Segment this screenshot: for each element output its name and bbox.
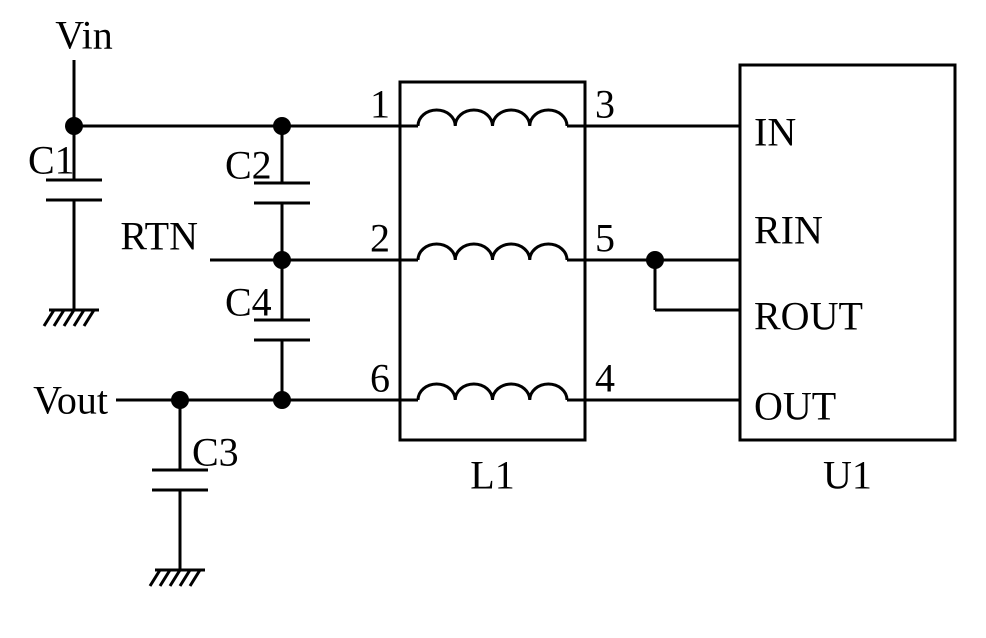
label-c1: C1 — [28, 138, 75, 183]
label-u1-in: IN — [754, 110, 796, 155]
label-u1: U1 — [823, 453, 872, 498]
label-c3: C3 — [192, 430, 239, 475]
label-pin5: 5 — [595, 216, 615, 261]
label-vout: Vout — [33, 378, 108, 423]
node-bot-c3 — [171, 391, 189, 409]
node-mid-branch — [646, 251, 664, 269]
node-bot-c4 — [273, 391, 291, 409]
label-u1-rout: ROUT — [754, 294, 863, 339]
label-pin1: 1 — [370, 82, 390, 127]
coil-mid — [418, 244, 567, 260]
label-c2: C2 — [225, 143, 272, 188]
node-mid-rtn — [273, 251, 291, 269]
ground-c3 — [150, 570, 205, 586]
label-u1-out: OUT — [754, 384, 836, 429]
label-l1: L1 — [470, 453, 514, 498]
coil-top — [418, 110, 567, 126]
circuit-schematic: Vin C1 C2 C4 C3 RTN Vout 1 2 6 3 5 4 L1 U1 IN RIN ROUT OUT — [0, 0, 986, 638]
capacitor-c3 — [152, 400, 208, 570]
ground-c1 — [44, 310, 99, 326]
label-u1-rin: RIN — [754, 208, 823, 253]
label-vin: Vin — [55, 13, 113, 58]
label-pin4: 4 — [595, 356, 615, 401]
node-vin-c1 — [65, 117, 83, 135]
label-pin3: 3 — [595, 82, 615, 127]
label-pin2: 2 — [370, 216, 390, 261]
label-pin6: 6 — [370, 356, 390, 401]
coil-bot — [418, 384, 567, 400]
label-rtn: RTN — [120, 214, 198, 259]
node-top-c2 — [273, 117, 291, 135]
label-c4: C4 — [225, 280, 272, 325]
